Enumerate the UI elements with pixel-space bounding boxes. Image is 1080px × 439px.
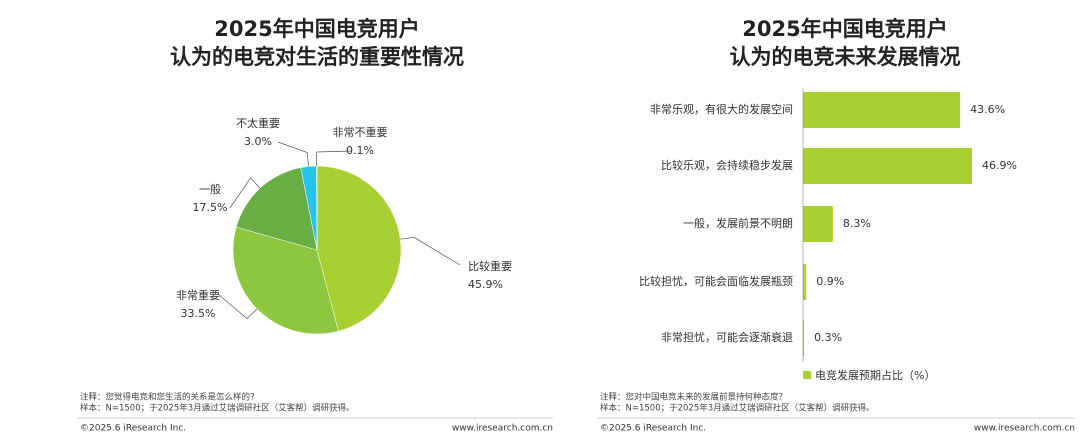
note: 样本：N=1500；于2025年3月通过艾瑞调研社区（艾客帮）调研获得。 — [600, 403, 875, 414]
legend-swatch — [803, 371, 811, 379]
leader-line — [316, 150, 353, 167]
slice-label: 不太重要 — [236, 116, 280, 130]
bar — [803, 92, 961, 128]
copyright: ©2025.6 iResearch Inc. — [600, 424, 706, 434]
slice-label: 一般 — [199, 183, 221, 196]
category-label: 一般，发展前景不明朗 — [683, 216, 793, 230]
slice-value: 45.9% — [468, 278, 503, 291]
chart-title: 认为的电竞未来发展情况 — [730, 45, 961, 69]
leader-line — [229, 177, 261, 209]
slice-value: 17.5% — [193, 201, 228, 214]
slice-value: 33.5% — [181, 307, 216, 320]
value-label: 43.6% — [970, 103, 1005, 116]
pie-slice — [235, 167, 318, 251]
slice-value: 3.0% — [244, 135, 272, 148]
leader-line — [400, 237, 461, 266]
value-label: 0.9% — [816, 275, 844, 288]
note: 注释：您觉得电竞和您生活的关系是怎么样的？ — [80, 392, 259, 403]
chart-title: 2025年中国电竞用户 — [214, 17, 419, 41]
slice-label: 非常重要 — [176, 288, 220, 302]
category-label: 非常乐观，有很大的发展空间 — [650, 102, 793, 116]
category-label: 非常担忧，可能会逐渐衰退 — [661, 330, 793, 344]
leader-line — [277, 141, 309, 167]
slice-value: 0.1% — [346, 144, 374, 157]
category-label: 比较担忧，可能会面临发展瓶颈 — [639, 274, 793, 288]
leader-line — [217, 293, 258, 320]
value-label: 8.3% — [843, 217, 871, 230]
bar — [803, 320, 805, 356]
bar — [803, 264, 807, 300]
bar — [803, 206, 833, 242]
chart-title: 认为的电竞对生活的重要性情况 — [170, 45, 464, 69]
note: 注释：您对中国电竞未来的发展前景持何种态度？ — [600, 392, 787, 403]
pie-slice — [232, 226, 339, 335]
copyright: ©2025.6 iResearch Inc. — [80, 424, 186, 434]
slice-label: 非常不重要 — [333, 125, 388, 139]
bar — [803, 148, 972, 184]
value-label: 0.3% — [814, 331, 842, 344]
website: www.iresearch.com.cn — [974, 424, 1075, 434]
category-label: 比较乐观，会持续稳步发展 — [661, 158, 793, 172]
pie-slice — [316, 165, 318, 251]
note: 样本：N=1500；于2025年3月通过艾瑞调研社区（艾客帮）调研获得。 — [80, 403, 355, 414]
value-label: 46.9% — [982, 159, 1017, 172]
chart-title: 2025年中国电竞用户 — [742, 17, 947, 41]
legend-label: 电竞发展预期占比（%） — [815, 368, 935, 382]
website: www.iresearch.com.cn — [452, 424, 553, 434]
slice-label: 比较重要 — [468, 259, 512, 273]
pie-slice — [316, 165, 402, 332]
